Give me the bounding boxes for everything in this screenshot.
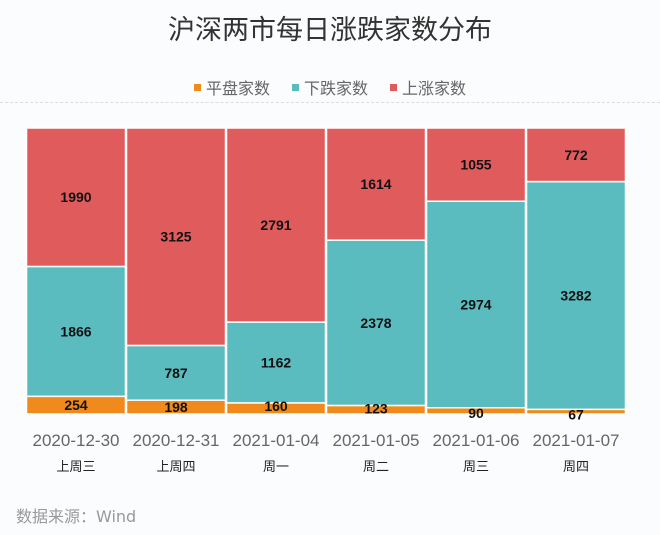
data-label: 123 <box>364 400 388 416</box>
bar-segment <box>525 127 627 183</box>
bar-segment <box>25 265 127 398</box>
data-label: 1614 <box>360 176 391 192</box>
legend-swatch <box>390 83 397 91</box>
bar-segment <box>325 239 427 407</box>
data-label: 787 <box>164 365 188 381</box>
data-label: 254 <box>64 397 88 413</box>
source-note: 数据来源：Wind <box>16 507 137 526</box>
x-weekday-label: 周一 <box>263 460 289 475</box>
data-label: 2378 <box>360 315 391 331</box>
legend-label: 平盘家数 <box>205 79 270 98</box>
data-label: 772 <box>564 147 588 163</box>
legend-swatch <box>193 83 201 91</box>
bar-segment <box>425 127 527 203</box>
x-weekday-label: 上周四 <box>156 460 195 475</box>
x-tick-label: 2021-01-07 <box>533 431 620 450</box>
data-label: 160 <box>264 398 288 414</box>
legend-label: 上涨家数 <box>402 79 467 98</box>
bar-segment <box>325 127 427 241</box>
bar-segment <box>425 200 527 409</box>
bar-segment <box>525 180 627 411</box>
data-label: 67 <box>568 406 584 422</box>
data-label: 1990 <box>60 189 91 205</box>
x-weekday-label: 周四 <box>563 460 589 475</box>
x-weekday-label: 周二 <box>363 460 389 475</box>
data-label: 1162 <box>261 354 292 370</box>
data-label: 3125 <box>160 229 191 245</box>
chart-title: 沪深两市每日涨跌家数分布 <box>168 15 492 46</box>
legend-label: 下跌家数 <box>303 79 368 98</box>
data-label: 3282 <box>560 287 591 303</box>
data-label: 90 <box>468 405 484 421</box>
divider <box>0 102 660 103</box>
data-label: 2974 <box>460 297 491 313</box>
x-weekday-label: 周三 <box>463 460 489 475</box>
x-tick-label: 2021-01-04 <box>233 431 320 450</box>
x-weekday-label: 上周三 <box>56 460 95 475</box>
x-tick-label: 2021-01-05 <box>333 431 420 450</box>
bar-segment <box>125 344 227 401</box>
legend-item-up: 上涨家数 <box>390 75 466 99</box>
x-tick-label: 2021-01-06 <box>433 431 520 450</box>
data-label: 2791 <box>260 217 291 233</box>
data-label: 1866 <box>60 323 91 339</box>
bar-segment <box>225 321 327 404</box>
bar-segment <box>25 127 127 268</box>
data-label: 198 <box>164 399 188 415</box>
data-label: 1055 <box>460 157 491 173</box>
x-tick-label: 2020-12-31 <box>133 431 220 450</box>
bar-segment <box>125 127 227 347</box>
legend-item-down: 下跌家数 <box>291 75 368 99</box>
legend-item-flat: 平盘家数 <box>193 75 270 99</box>
legend-swatch <box>291 83 299 91</box>
x-tick-label: 2020-12-30 <box>33 431 120 450</box>
bar-segment <box>225 127 327 323</box>
legend: 平盘家数 下跌家数 上涨家数 <box>0 75 660 99</box>
